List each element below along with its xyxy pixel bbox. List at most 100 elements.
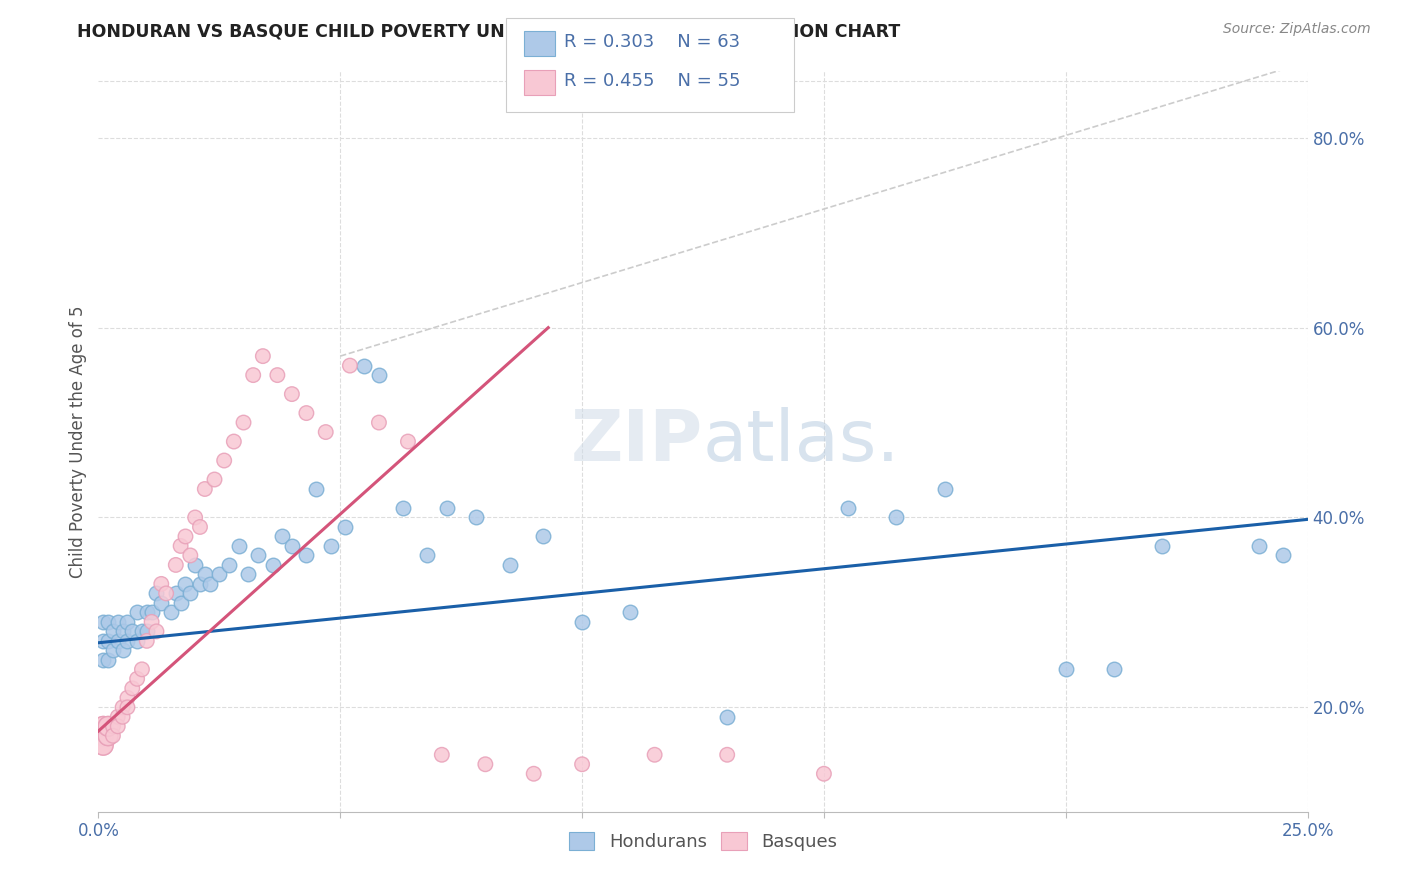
Point bbox=[281, 539, 304, 553]
Point bbox=[531, 529, 554, 543]
Point bbox=[97, 719, 120, 733]
Point bbox=[117, 615, 139, 629]
Point bbox=[396, 434, 419, 449]
Point bbox=[91, 633, 114, 648]
Point bbox=[141, 615, 163, 629]
Point bbox=[232, 416, 254, 430]
Point bbox=[252, 349, 274, 363]
Point bbox=[368, 368, 391, 383]
Point bbox=[107, 719, 129, 733]
Point bbox=[934, 482, 956, 496]
Point bbox=[145, 586, 167, 600]
Point bbox=[97, 633, 120, 648]
Text: R = 0.303    N = 63: R = 0.303 N = 63 bbox=[564, 33, 740, 51]
Point bbox=[91, 653, 114, 667]
Point bbox=[571, 757, 593, 772]
Point bbox=[111, 700, 134, 714]
Point bbox=[127, 633, 149, 648]
Point bbox=[121, 624, 143, 639]
Point bbox=[165, 558, 187, 572]
Point bbox=[131, 624, 153, 639]
Point bbox=[262, 558, 284, 572]
Point bbox=[131, 662, 153, 676]
Point bbox=[91, 739, 114, 753]
Point bbox=[150, 577, 173, 591]
Point bbox=[498, 558, 520, 572]
Point bbox=[333, 520, 356, 534]
Point bbox=[135, 633, 157, 648]
Point bbox=[295, 406, 318, 420]
Point bbox=[101, 624, 124, 639]
Point bbox=[242, 368, 264, 383]
Point bbox=[111, 643, 134, 657]
Point bbox=[107, 615, 129, 629]
Y-axis label: Child Poverty Under the Age of 5: Child Poverty Under the Age of 5 bbox=[69, 305, 87, 578]
Point bbox=[111, 624, 134, 639]
Point bbox=[1272, 549, 1295, 563]
Point bbox=[188, 577, 211, 591]
Point bbox=[91, 719, 114, 733]
Point bbox=[1102, 662, 1125, 676]
Point bbox=[117, 633, 139, 648]
Point bbox=[315, 425, 337, 439]
Point bbox=[436, 500, 458, 515]
Point bbox=[474, 757, 496, 772]
Point bbox=[1152, 539, 1174, 553]
Point bbox=[886, 510, 908, 524]
Point bbox=[107, 633, 129, 648]
Point bbox=[392, 500, 415, 515]
Point bbox=[101, 643, 124, 657]
Point bbox=[145, 624, 167, 639]
Text: ZIP: ZIP bbox=[571, 407, 703, 476]
Point bbox=[179, 586, 201, 600]
Point bbox=[184, 510, 207, 524]
Point bbox=[523, 766, 546, 780]
Point bbox=[91, 729, 114, 743]
Point bbox=[228, 539, 250, 553]
Point bbox=[837, 500, 859, 515]
Point bbox=[91, 719, 114, 733]
Point bbox=[716, 710, 738, 724]
Point bbox=[644, 747, 666, 762]
Text: HONDURAN VS BASQUE CHILD POVERTY UNDER THE AGE OF 5 CORRELATION CHART: HONDURAN VS BASQUE CHILD POVERTY UNDER T… bbox=[77, 22, 901, 40]
Point bbox=[368, 416, 391, 430]
Point bbox=[204, 473, 226, 487]
Point bbox=[127, 606, 149, 620]
Point bbox=[107, 710, 129, 724]
Point bbox=[97, 729, 120, 743]
Point bbox=[194, 567, 217, 582]
Point bbox=[716, 747, 738, 762]
Text: R = 0.455    N = 55: R = 0.455 N = 55 bbox=[564, 72, 741, 90]
Point bbox=[212, 453, 235, 467]
Point bbox=[141, 606, 163, 620]
Point bbox=[97, 615, 120, 629]
Point bbox=[416, 549, 439, 563]
Point bbox=[97, 719, 120, 733]
Point bbox=[97, 729, 120, 743]
Point bbox=[91, 729, 114, 743]
Point bbox=[222, 434, 245, 449]
Point bbox=[165, 586, 187, 600]
Point bbox=[247, 549, 270, 563]
Point bbox=[135, 606, 157, 620]
Point bbox=[127, 672, 149, 686]
Legend: Hondurans, Basques: Hondurans, Basques bbox=[562, 825, 844, 858]
Point bbox=[281, 387, 304, 401]
Point bbox=[430, 747, 453, 762]
Point bbox=[101, 719, 124, 733]
Point bbox=[813, 766, 835, 780]
Point bbox=[266, 368, 288, 383]
Point bbox=[91, 729, 114, 743]
Point bbox=[169, 539, 191, 553]
Point bbox=[339, 359, 361, 373]
Point bbox=[179, 549, 201, 563]
Point bbox=[150, 596, 173, 610]
Point bbox=[97, 653, 120, 667]
Point bbox=[1249, 539, 1271, 553]
Point bbox=[160, 606, 183, 620]
Point bbox=[121, 681, 143, 696]
Point bbox=[111, 710, 134, 724]
Point bbox=[101, 729, 124, 743]
Point bbox=[619, 606, 641, 620]
Point bbox=[194, 482, 217, 496]
